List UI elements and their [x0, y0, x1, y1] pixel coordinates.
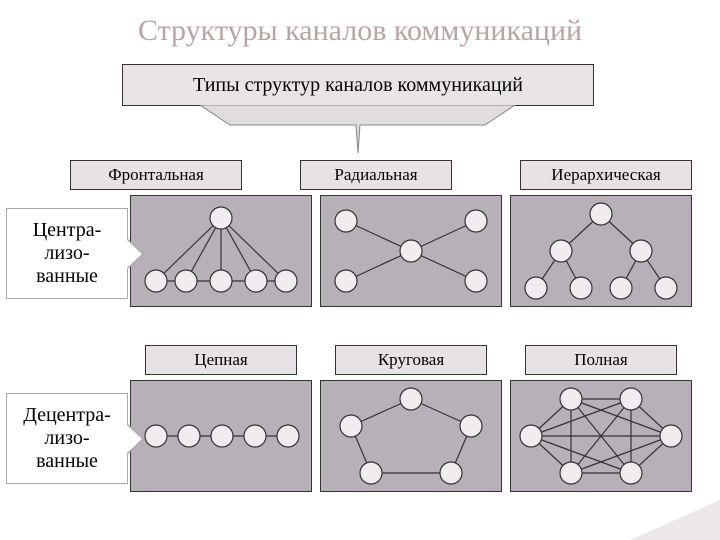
label-full: Полная — [525, 345, 677, 375]
label-chain: Цепная — [145, 345, 297, 375]
subtitle-box: Типы структур каналов коммуникаций — [122, 64, 594, 106]
side-label-centralized: Центра-лизо-ванные — [6, 208, 128, 299]
net-radial — [321, 196, 501, 306]
big-arrow-icon — [180, 105, 535, 155]
label-radial: Радиальная — [300, 160, 452, 190]
label-frontal: Фронтальная — [70, 160, 242, 190]
net-frontal — [131, 196, 311, 306]
panel-hierarchical — [510, 195, 692, 307]
net-ring — [321, 381, 501, 491]
page-title: Структуры каналов коммуникаций — [0, 0, 720, 48]
panel-frontal — [130, 195, 312, 307]
corner-decoration — [630, 500, 720, 540]
label-hierarchical: Иерархическая — [520, 160, 692, 190]
side-label-centralized-text: Центра-лизо-ванные — [33, 219, 102, 287]
panel-ring — [320, 380, 502, 492]
side-label-decentralized: Децентра-лизо-ванные — [6, 393, 128, 484]
net-chain — [131, 381, 311, 491]
label-ring: Круговая — [335, 345, 487, 375]
net-hierarchical — [511, 196, 691, 306]
panel-radial — [320, 195, 502, 307]
panel-chain — [130, 380, 312, 492]
panel-full — [510, 380, 692, 492]
net-full — [511, 381, 691, 491]
side-label-decentralized-text: Децентра-лизо-ванные — [23, 404, 111, 472]
